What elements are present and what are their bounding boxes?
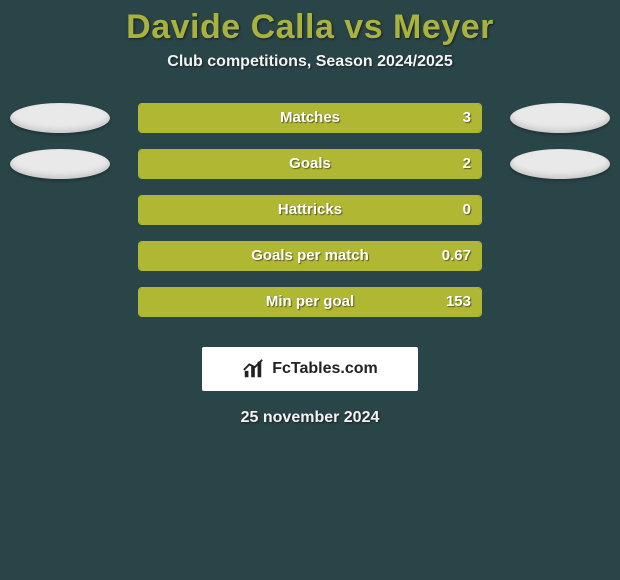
- source-badge-text: FcTables.com: [272, 360, 378, 378]
- stat-value: 0: [463, 196, 471, 224]
- stat-value: 2: [463, 150, 471, 178]
- stat-label: Goals: [139, 150, 481, 178]
- stat-bar: Goals2: [138, 149, 482, 179]
- stat-value: 0.67: [442, 242, 471, 270]
- stat-row: Goals2: [0, 141, 620, 187]
- stat-row: Matches3: [0, 95, 620, 141]
- stat-rows: Matches3Goals2Hattricks0Goals per match0…: [0, 95, 620, 325]
- comparison-infographic: Davide Calla vs Meyer Club competitions,…: [0, 0, 620, 580]
- stat-row: Hattricks0: [0, 187, 620, 233]
- stat-bar: Goals per match0.67: [138, 241, 482, 271]
- subtitle: Club competitions, Season 2024/2025: [0, 53, 620, 71]
- page-title: Davide Calla vs Meyer: [0, 0, 620, 47]
- stat-label: Min per goal: [139, 288, 481, 316]
- stat-label: Hattricks: [139, 196, 481, 224]
- stat-label: Goals per match: [139, 242, 481, 270]
- left-player-bubble: [10, 103, 110, 133]
- stat-value: 153: [446, 288, 471, 316]
- left-player-bubble: [10, 149, 110, 179]
- right-player-bubble: [510, 149, 610, 179]
- stat-bar: Matches3: [138, 103, 482, 133]
- stat-value: 3: [463, 104, 471, 132]
- stat-row: Min per goal153: [0, 279, 620, 325]
- stat-label: Matches: [139, 104, 481, 132]
- stat-row: Goals per match0.67: [0, 233, 620, 279]
- footer-date: 25 november 2024: [0, 409, 620, 427]
- bars-icon: [242, 358, 264, 380]
- stat-bar: Min per goal153: [138, 287, 482, 317]
- source-badge: FcTables.com: [202, 347, 418, 391]
- stat-bar: Hattricks0: [138, 195, 482, 225]
- right-player-bubble: [510, 103, 610, 133]
